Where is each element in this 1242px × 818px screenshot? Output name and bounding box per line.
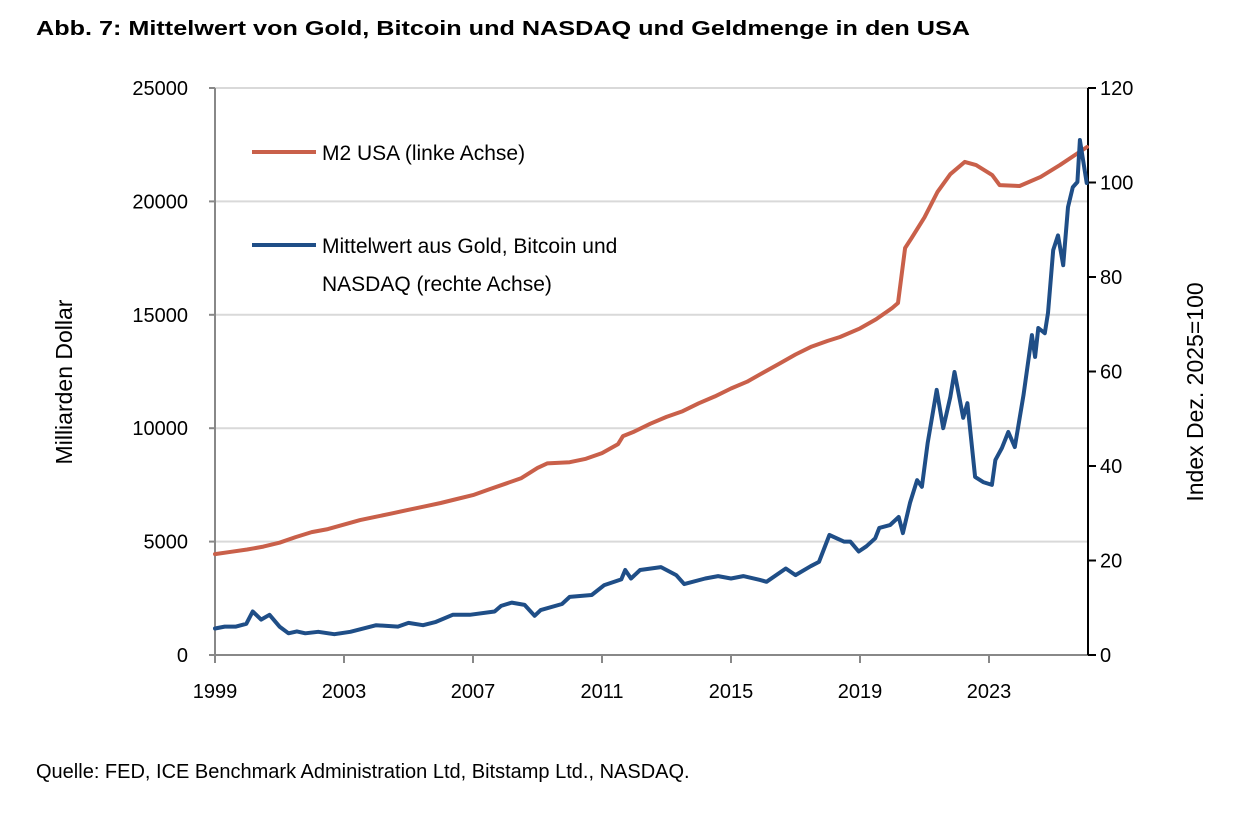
x-tick-label: 2019 <box>838 681 883 703</box>
right-tick-label: 60 <box>1100 362 1122 384</box>
left-tick-label: 0 <box>177 645 188 667</box>
right-tick-label: 20 <box>1100 551 1122 573</box>
x-tick-label: 2007 <box>451 681 496 703</box>
x-tick-label: 2011 <box>580 681 623 703</box>
x-tick-label: 2003 <box>322 681 367 703</box>
left-tick-label: 25000 <box>132 78 188 100</box>
legend-label-average-line2: NASDAQ (rechte Achse) <box>322 273 552 296</box>
legend-label-m2: M2 USA (linke Achse) <box>322 142 525 165</box>
legend: M2 USA (linke Achse) Mittelwert aus Gold… <box>252 142 617 296</box>
left-tick-label: 5000 <box>144 532 189 554</box>
left-tick-label: 20000 <box>132 191 188 213</box>
x-tick-label: 2015 <box>709 681 754 703</box>
source-note: Quelle: FED, ICE Benchmark Administratio… <box>36 761 690 783</box>
series-group <box>213 138 1089 637</box>
tick-labels: 0 5000 10000 15000 20000 25000 0 20 40 60 80 100 120… <box>132 78 1133 703</box>
right-axis-title: Index Dez. 2025=100 <box>1182 282 1208 501</box>
series-line-average <box>213 138 1089 637</box>
right-tick-label: 0 <box>1100 645 1111 667</box>
right-tick-label: 40 <box>1100 456 1122 478</box>
axes <box>209 87 1096 663</box>
x-tick-label: 1999 <box>193 681 238 703</box>
right-tick-label: 120 <box>1100 78 1133 100</box>
series-line-m2 <box>213 145 1089 557</box>
right-tick-label: 80 <box>1100 267 1122 289</box>
right-tick-label: 100 <box>1100 173 1133 195</box>
legend-label-average-line1: Mittelwert aus Gold, Bitcoin und <box>322 235 617 258</box>
left-tick-label: 10000 <box>132 418 188 440</box>
left-tick-label: 15000 <box>132 305 188 327</box>
x-tick-label: 2023 <box>967 681 1012 703</box>
chart-title: Abb. 7: Mittelwert von Gold, Bitcoin und… <box>36 18 970 40</box>
left-axis-title: Milliarden Dollar <box>51 299 77 464</box>
